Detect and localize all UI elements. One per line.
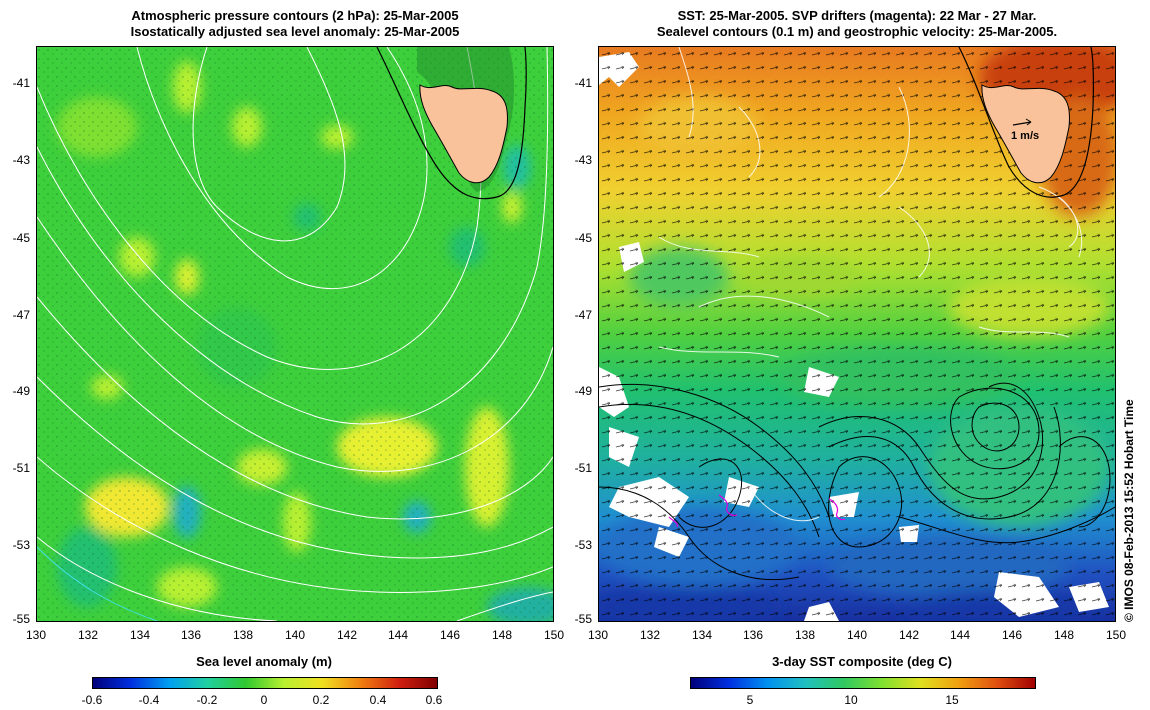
sst-colorbar-tick: 15 <box>945 693 959 707</box>
left-x-tick: 146 <box>439 628 461 642</box>
sst-colorbar <box>690 677 1036 689</box>
left-x-tick: 134 <box>129 628 151 642</box>
left-title-line2: Isostatically adjusted sea level anomaly… <box>130 24 460 39</box>
right-y-tick: -45 <box>574 231 592 245</box>
left-title-line1: Atmospheric pressure contours (2 hPa): 2… <box>131 8 459 23</box>
sst-colorbar-tick: 10 <box>844 693 858 707</box>
velocity-scale-arrow <box>1012 121 1032 126</box>
pressure-contours <box>37 47 553 621</box>
left-x-tick: 144 <box>387 628 409 642</box>
sla-map-svg <box>37 47 553 621</box>
sla-colorbar-tick: 0.4 <box>369 693 387 707</box>
left-y-tick: -43 <box>12 153 30 167</box>
right-x-tick: 146 <box>1001 628 1023 642</box>
right-x-tick: 150 <box>1105 628 1127 642</box>
right-y-tick: -51 <box>574 461 592 475</box>
sst-map: 1 m/s <box>598 46 1116 622</box>
left-x-tick: 140 <box>284 628 306 642</box>
left-y-tick: -55 <box>12 612 30 626</box>
left-x-tick: 150 <box>543 628 565 642</box>
left-x-tick: 138 <box>232 628 254 642</box>
right-x-tick: 144 <box>949 628 971 642</box>
svp-drifter-tracks <box>668 494 846 528</box>
sst-colorbar-tick: 5 <box>746 693 754 707</box>
sea-level-anomaly-map <box>36 46 554 622</box>
right-x-tick: 148 <box>1053 628 1075 642</box>
sla-colorbar <box>92 677 438 689</box>
right-x-tick: 134 <box>691 628 713 642</box>
sealevel-contours-black <box>599 382 1115 581</box>
copyright-label: © IMOS 08-Feb-2013 15:52 Hobart Time <box>1122 399 1136 622</box>
left-colorbar-title: Sea level anomaly (m) <box>196 654 332 669</box>
tasmania-land-left <box>419 84 508 184</box>
left-x-tick: 142 <box>336 628 358 642</box>
right-x-tick: 130 <box>587 628 609 642</box>
left-y-tick: -53 <box>12 538 30 552</box>
right-x-tick: 140 <box>846 628 868 642</box>
sla-colorbar-tick: 0 <box>260 693 268 707</box>
left-x-tick: 136 <box>180 628 202 642</box>
right-x-tick: 142 <box>898 628 920 642</box>
right-y-tick: -49 <box>574 384 592 398</box>
right-title-line2: Sealevel contours (0.1 m) and geostrophi… <box>656 24 1058 39</box>
sla-colorbar-tick: 0.2 <box>312 693 330 707</box>
left-x-tick: 132 <box>77 628 99 642</box>
left-y-tick: -41 <box>12 76 30 90</box>
right-x-tick: 136 <box>742 628 764 642</box>
sla-colorbar-tick: -0.2 <box>196 693 218 707</box>
right-y-tick: -55 <box>574 612 592 626</box>
right-y-tick: -47 <box>574 308 592 322</box>
right-y-tick: -41 <box>574 76 592 90</box>
right-title-line1: SST: 25-Mar-2005. SVP drifters (magenta)… <box>677 8 1037 23</box>
tasmania-land-right <box>981 84 1070 184</box>
left-y-tick: -49 <box>12 384 30 398</box>
right-x-tick: 138 <box>794 628 816 642</box>
sla-colorbar-tick: -0.4 <box>138 693 160 707</box>
left-y-tick: -51 <box>12 461 30 475</box>
left-x-tick: 148 <box>491 628 513 642</box>
sla-colorbar-tick: -0.6 <box>81 693 103 707</box>
left-x-tick: 130 <box>25 628 47 642</box>
velocity-scale-label: 1 m/s <box>1011 130 1039 142</box>
sst-map-svg: 1 m/s <box>599 47 1115 621</box>
sealevel-contours-white <box>658 47 1083 522</box>
left-y-tick: -45 <box>12 231 30 245</box>
left-y-tick: -47 <box>12 308 30 322</box>
right-y-tick: -53 <box>574 538 592 552</box>
right-x-tick: 132 <box>639 628 661 642</box>
right-colorbar-title: 3-day SST composite (deg C) <box>772 654 952 669</box>
sla-colorbar-tick: 0.6 <box>425 693 443 707</box>
right-y-tick: -43 <box>574 153 592 167</box>
